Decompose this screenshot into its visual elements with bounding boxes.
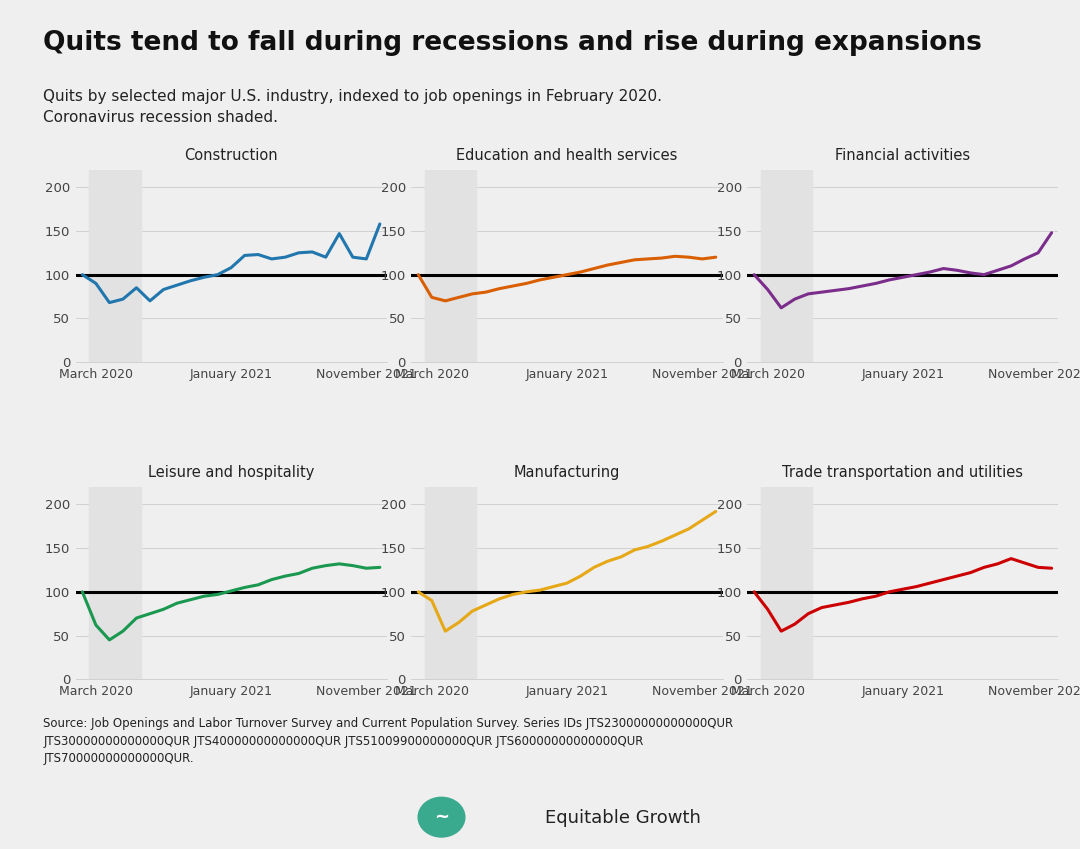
Title: Leisure and hospitality: Leisure and hospitality [148, 465, 314, 481]
Text: Quits tend to fall during recessions and rise during expansions: Quits tend to fall during recessions and… [43, 30, 982, 56]
Text: ~: ~ [434, 808, 449, 826]
Text: Source: Job Openings and Labor Turnover Survey and Current Population Survey. Se: Source: Job Openings and Labor Turnover … [43, 717, 733, 766]
Title: Manufacturing: Manufacturing [514, 465, 620, 481]
Ellipse shape [418, 797, 464, 837]
Bar [426, 170, 476, 362]
Title: Financial activities: Financial activities [835, 148, 971, 163]
Title: Trade transportation and utilities: Trade transportation and utilities [782, 465, 1024, 481]
Text: Equitable Growth: Equitable Growth [545, 809, 701, 827]
Bar [761, 487, 812, 679]
Title: Education and health services: Education and health services [457, 148, 677, 163]
Bar [761, 170, 812, 362]
Title: Construction: Construction [185, 148, 278, 163]
Bar [90, 487, 140, 679]
Bar [90, 170, 140, 362]
Bar [426, 487, 476, 679]
Text: Quits by selected major U.S. industry, indexed to job openings in February 2020.: Quits by selected major U.S. industry, i… [43, 89, 662, 125]
